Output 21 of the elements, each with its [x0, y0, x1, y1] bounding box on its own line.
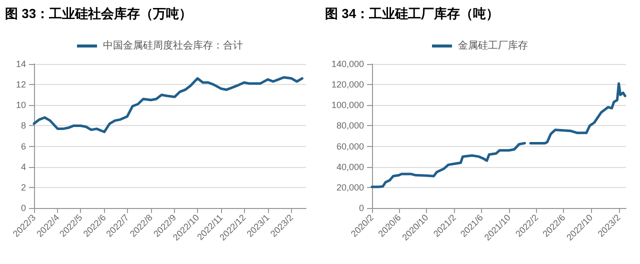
- y-tick-label: 2: [20, 182, 26, 192]
- y-tick-label: 100,000: [331, 100, 364, 110]
- y-tick-label: 14: [16, 59, 26, 69]
- y-tick-label: 20,000: [336, 182, 364, 192]
- y-tick-label: 6: [20, 141, 26, 152]
- y-tick-label: 0: [20, 203, 26, 213]
- y-tick-label: 40,000: [336, 162, 364, 172]
- y-tick-label: 140,000: [331, 59, 364, 69]
- y-tick-label: 120,000: [331, 80, 364, 90]
- y-tick-label: 8: [20, 120, 26, 131]
- legend-label: 金属硅工厂库存: [458, 40, 528, 52]
- y-tick-label: 12: [16, 80, 26, 90]
- y-tick-label: 0: [358, 203, 364, 213]
- line-series: [32, 76, 304, 134]
- y-tick-label: 4: [20, 162, 26, 172]
- y-tick-label: 60,000: [336, 141, 364, 152]
- y-tick-label: 10: [16, 100, 26, 110]
- chart-title: 图 33：工业硅社会库存（万吨）: [5, 6, 192, 21]
- y-tick-label: 80,000: [336, 120, 364, 131]
- chart-title: 图 34：工业硅工厂库存（吨）: [325, 6, 500, 21]
- legend-label: 中国金属硅周度社会库存：合计: [103, 40, 243, 52]
